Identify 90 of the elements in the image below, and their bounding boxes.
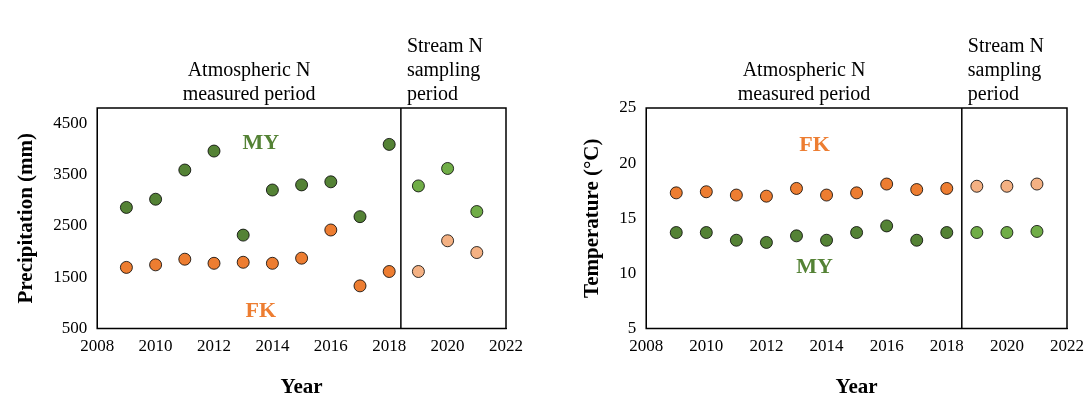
text: Atmospheric N measured period	[737, 58, 871, 105]
point	[266, 183, 279, 197]
y-axis-title: Precipitation (mm)	[13, 132, 38, 304]
point	[699, 226, 713, 239]
y-tick-label: 25	[619, 97, 637, 117]
point	[699, 185, 713, 199]
text: Atmospheric N measured period	[182, 58, 316, 105]
x-tick-label: 2012	[197, 336, 231, 356]
point	[1000, 179, 1014, 193]
point	[120, 201, 133, 214]
point	[1000, 226, 1014, 239]
point	[820, 188, 833, 202]
text: Stream N sampling period	[967, 34, 1044, 105]
x-tick-label: 2008	[629, 336, 664, 356]
point	[382, 265, 396, 278]
point	[669, 226, 683, 239]
point	[207, 256, 221, 270]
point	[669, 186, 683, 200]
x-axis-title: Year	[280, 373, 323, 398]
point	[850, 226, 863, 239]
x-tick-label: 2012	[749, 336, 784, 356]
point	[790, 182, 803, 195]
y-tick-label: 4500	[53, 112, 88, 132]
point	[266, 256, 279, 270]
x-axis-title: Year	[835, 373, 878, 398]
point	[441, 162, 454, 175]
y-tick-label: 5	[627, 317, 637, 337]
y-tick-label: 3500	[53, 164, 88, 184]
y-axis-title: Temperature (°C)	[579, 138, 604, 298]
point	[940, 226, 954, 239]
series-label: FK	[799, 130, 830, 156]
point	[236, 228, 250, 242]
point	[880, 219, 894, 233]
point	[850, 186, 863, 200]
point	[470, 246, 484, 259]
point	[441, 234, 454, 248]
x-tick-label: 2010	[138, 336, 173, 356]
x-tick-label: 2014	[255, 336, 290, 356]
x-tick-label: 2014	[809, 336, 845, 356]
y-tick-label: 500	[61, 317, 88, 337]
point	[295, 178, 308, 192]
point	[353, 210, 367, 224]
point	[880, 177, 894, 191]
point	[236, 255, 250, 269]
point	[729, 188, 743, 202]
point	[790, 229, 803, 243]
point	[120, 261, 133, 274]
point	[412, 265, 425, 278]
point	[940, 182, 954, 195]
point	[178, 163, 192, 177]
point	[207, 144, 221, 158]
x-tick-label: 2010	[689, 336, 724, 356]
x-tick-label: 2020	[989, 336, 1024, 356]
text: Stream N sampling period	[406, 34, 483, 105]
point	[470, 205, 484, 218]
point	[970, 179, 984, 193]
series-label: MY	[796, 253, 833, 279]
point	[178, 252, 192, 266]
x-tick-label: 2008	[80, 336, 115, 356]
point	[324, 175, 338, 189]
point	[1030, 177, 1044, 191]
point	[382, 137, 396, 151]
point	[1030, 225, 1044, 238]
point	[760, 236, 773, 249]
series-label: FK	[245, 296, 276, 322]
series-label: MY	[242, 128, 280, 154]
point	[729, 233, 743, 247]
point	[910, 183, 924, 196]
x-tick-label: 2016	[313, 336, 348, 356]
point	[353, 279, 367, 293]
x-tick-label: 2020	[430, 336, 465, 356]
point	[149, 192, 162, 206]
point	[324, 223, 338, 237]
point	[412, 179, 425, 193]
y-tick-label: 20	[619, 152, 637, 172]
y-tick-label: 15	[619, 207, 637, 227]
x-tick-label: 2018	[929, 336, 964, 356]
point	[820, 233, 833, 247]
x-tick-label: 2018	[372, 336, 407, 356]
y-tick-label: 2500	[53, 215, 88, 235]
y-tick-label: 1500	[53, 266, 88, 286]
point	[970, 226, 984, 239]
point	[760, 189, 773, 203]
point	[295, 251, 308, 265]
x-tick-label: 2022	[489, 336, 523, 356]
x-tick-label: 2016	[869, 336, 904, 356]
x-tick-label: 2022	[1050, 336, 1084, 356]
point	[149, 258, 162, 272]
y-tick-label: 10	[619, 262, 637, 282]
point	[910, 233, 924, 247]
